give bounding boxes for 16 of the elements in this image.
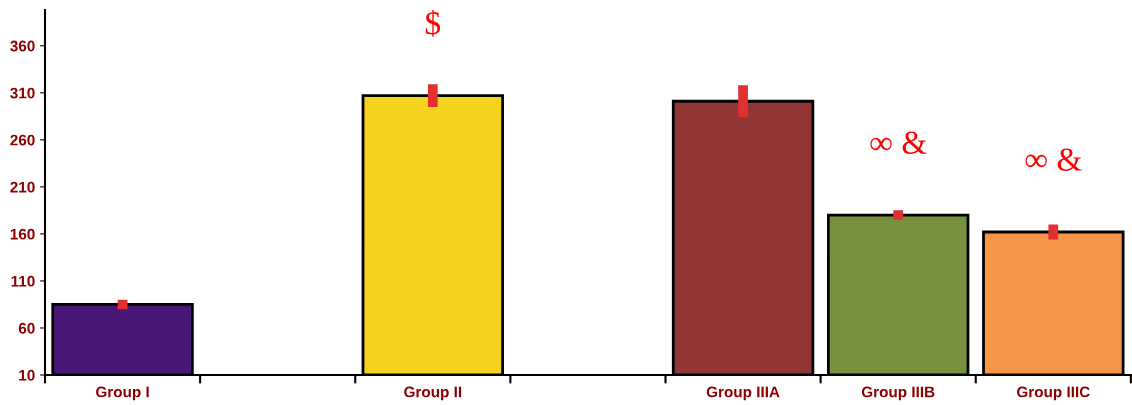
y-tick-label: 60 — [18, 322, 35, 334]
y-tick-label: 310 — [10, 87, 35, 99]
x-tick-label: Group I — [96, 386, 149, 401]
annotation: ∞ & — [870, 131, 927, 154]
y-tick-label: 260 — [10, 134, 35, 146]
x-tick-label: Group IIIB — [861, 386, 935, 401]
y-tick-label: 160 — [10, 228, 35, 240]
annotation: $ — [425, 10, 441, 37]
annotation: ∞ & — [1025, 148, 1082, 171]
x-tick-label: Group II — [404, 386, 462, 401]
x-tick-label: Group IIIC — [1017, 386, 1090, 401]
y-tick-label: 360 — [10, 40, 35, 52]
y-tick-label: 210 — [10, 181, 35, 193]
y-tick-label: 110 — [11, 275, 35, 287]
y-tick-label: 10 — [19, 369, 35, 381]
x-tick-label: Group IIIA — [706, 386, 780, 401]
